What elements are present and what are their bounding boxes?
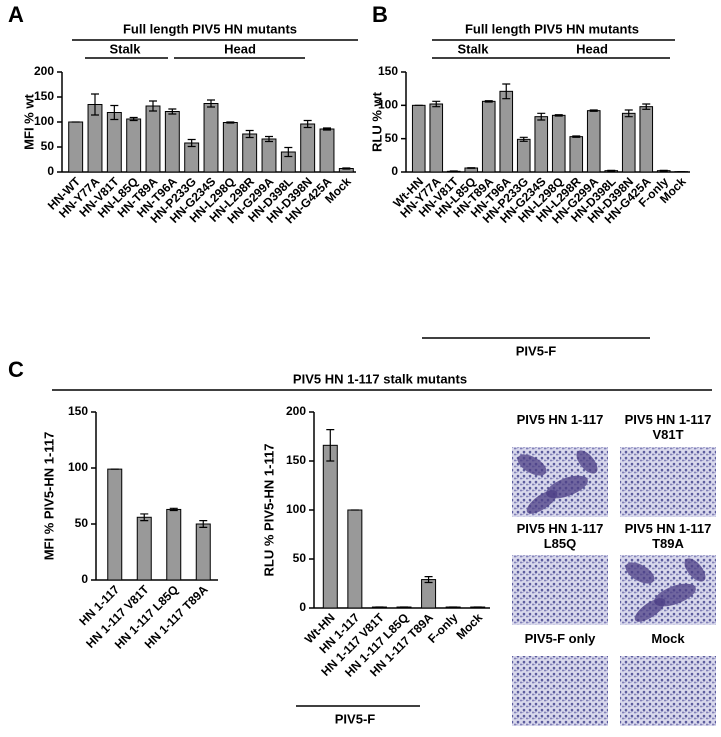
bar <box>500 91 513 172</box>
y-tick-label: 0 <box>81 572 88 586</box>
bar <box>320 129 334 172</box>
y-tick-label: 50 <box>41 139 55 153</box>
panel-label: A <box>8 2 24 27</box>
bar <box>108 469 122 580</box>
bar <box>570 137 583 172</box>
bar <box>422 580 436 608</box>
bracket-label: PIV5 HN 1-117 stalk mutants <box>293 371 467 386</box>
bar <box>517 139 530 172</box>
image-caption: PIV5-F only <box>506 631 614 646</box>
bar <box>127 119 141 172</box>
y-axis-title: MFI % PIV5-HN 1-117 <box>41 432 56 561</box>
y-tick-label: 100 <box>68 460 88 474</box>
y-tick-label: 200 <box>286 404 306 418</box>
bracket-label: Stalk <box>457 41 489 56</box>
y-tick-label: 0 <box>47 164 54 178</box>
image-caption: PIV5 HN 1-117 <box>506 412 614 427</box>
bar <box>262 139 276 172</box>
bracket-label: Head <box>576 41 608 56</box>
error-bar <box>342 168 350 169</box>
bar <box>430 104 443 172</box>
micrograph <box>512 555 608 625</box>
y-axis-title: RLU % PIV5-HN 1-117 <box>261 444 276 577</box>
y-tick-label: 50 <box>293 551 307 565</box>
y-tick-label: 200 <box>34 64 54 78</box>
y-tick-label: 0 <box>299 600 306 614</box>
y-tick-label: 150 <box>378 64 398 78</box>
micrograph <box>512 656 608 726</box>
bar <box>552 115 565 172</box>
bar <box>535 117 548 172</box>
y-tick-label: 100 <box>34 114 54 128</box>
bar <box>137 517 151 580</box>
bar <box>69 122 83 172</box>
y-tick-label: 150 <box>286 453 306 467</box>
y-tick-label: 150 <box>68 404 88 418</box>
error-bar <box>226 122 234 123</box>
image-caption: PIV5 HN 1-117 L85Q <box>506 521 614 551</box>
bar <box>204 104 218 173</box>
bar <box>167 509 181 580</box>
bracket-label: Head <box>224 41 256 56</box>
y-tick-label: 50 <box>75 516 89 530</box>
bracket-label: Full length PIV5 HN mutants <box>465 21 639 36</box>
y-axis-title: RLU % wt <box>369 91 384 152</box>
bar <box>185 143 199 172</box>
bar <box>348 510 362 608</box>
bar <box>323 445 337 608</box>
bar <box>107 113 121 173</box>
image-caption: PIV5 HN 1-117 T89A <box>614 521 721 551</box>
micrograph <box>620 656 716 726</box>
error-bar <box>660 170 668 171</box>
y-axis-title: MFI % wt <box>21 94 36 150</box>
error-bar <box>450 171 458 172</box>
bar <box>622 113 635 172</box>
bar <box>587 111 600 172</box>
bracket-label: PIV5-F <box>335 711 376 726</box>
bracket-label: PIV5-F <box>516 343 557 358</box>
bracket-label: Stalk <box>109 41 141 56</box>
bar <box>482 101 495 172</box>
y-tick-label: 50 <box>385 131 399 145</box>
bar <box>223 123 237 173</box>
y-tick-label: 0 <box>391 164 398 178</box>
y-tick-label: 100 <box>286 502 306 516</box>
bracket-label: Full length PIV5 HN mutants <box>123 21 297 36</box>
x-tick-label: Mock <box>453 610 485 642</box>
bar <box>146 106 160 172</box>
y-tick-label: 150 <box>34 89 54 103</box>
image-caption: PIV5 HN 1-117 V81T <box>614 412 721 442</box>
bar <box>243 134 257 172</box>
bar <box>165 112 179 173</box>
micrograph <box>620 447 716 517</box>
bar <box>640 107 653 172</box>
bar <box>301 124 315 172</box>
panel-label: B <box>372 2 388 27</box>
panel-label: C <box>8 357 24 382</box>
bar <box>196 524 210 580</box>
error-bar <box>467 168 475 169</box>
error-bar <box>607 170 615 171</box>
bar <box>412 105 425 172</box>
image-caption: Mock <box>614 631 721 646</box>
